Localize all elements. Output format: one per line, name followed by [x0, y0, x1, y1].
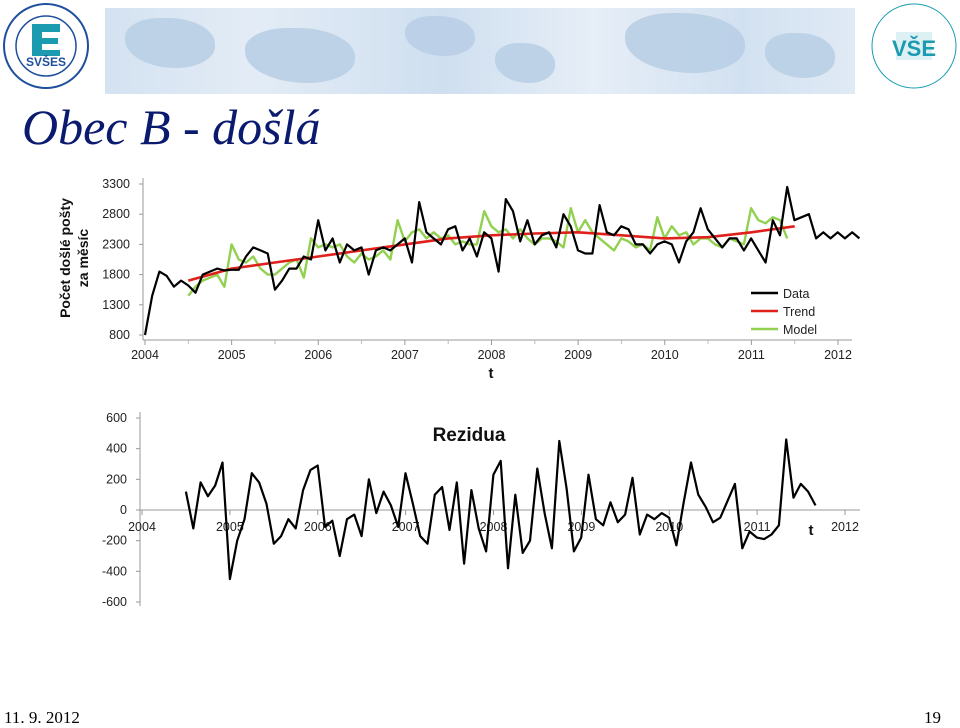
- legend-label-model: Model: [783, 323, 817, 337]
- residual-x-tick-label: 2006: [304, 520, 332, 534]
- y-axis-title: Počet došlé pošty za měsíc: [57, 198, 91, 318]
- residual-y-tick-label: 600: [106, 411, 127, 425]
- residual-x-tick-label: 2004: [128, 520, 156, 534]
- x-tick-label: 2011: [738, 348, 765, 362]
- legend-label-trend: Trend: [783, 305, 815, 319]
- page-number: 19: [924, 708, 941, 727]
- residual-x-tick-label: 2008: [480, 520, 508, 534]
- residual-x-tick-label: 2010: [655, 520, 683, 534]
- y-tick-label: 800: [109, 328, 130, 342]
- svg-text:SVŠES: SVŠES: [26, 54, 66, 69]
- series-line-data: [143, 185, 861, 336]
- series-line-model: [187, 206, 789, 297]
- x-axis-title: t: [489, 365, 494, 382]
- x-tick-label: 2008: [478, 348, 506, 362]
- x-tick-label: 2010: [651, 348, 679, 362]
- x-tick-label: 2005: [218, 348, 246, 362]
- residual-y-tick-label: 0: [120, 503, 127, 517]
- footer-date: 11. 9. 2012: [4, 708, 80, 727]
- x-tick-label: 2004: [131, 348, 159, 362]
- x-tick-label: 2007: [391, 348, 419, 362]
- residual-y-tick-label: -400: [102, 564, 127, 578]
- y-tick-label: 3300: [102, 177, 130, 191]
- svg-text:VŠE: VŠE: [892, 36, 936, 61]
- series-line-trend: [187, 225, 795, 282]
- slide-title: Obec B - došlá: [22, 99, 321, 155]
- residual-y-tick-label: -600: [102, 595, 127, 609]
- residual-y-tick-label: 200: [106, 472, 127, 486]
- y-tick-label: 1800: [102, 268, 130, 282]
- header-banner: [105, 8, 855, 94]
- residual-x-tick-label: 2005: [216, 520, 244, 534]
- residual-chart-title: Rezidua: [433, 425, 506, 446]
- vse-logo: VŠE: [871, 3, 957, 89]
- residual-y-tick-label: -200: [102, 534, 127, 548]
- legend-label-data: Data: [783, 287, 809, 301]
- residual-y-tick-label: 400: [106, 442, 127, 456]
- residual-x-tick-label: 2011: [744, 520, 771, 534]
- svses-logo: SVŠES: [3, 3, 89, 89]
- residual-x-axis-title: t: [809, 522, 814, 539]
- y-tick-label: 2300: [102, 237, 130, 251]
- x-tick-label: 2012: [824, 348, 852, 362]
- y-tick-label: 1300: [102, 298, 130, 312]
- x-tick-label: 2009: [564, 348, 592, 362]
- residual-series-line: [184, 438, 817, 581]
- residual-x-tick-label: 2012: [831, 520, 859, 534]
- x-tick-label: 2006: [304, 348, 332, 362]
- y-tick-label: 2800: [102, 207, 130, 221]
